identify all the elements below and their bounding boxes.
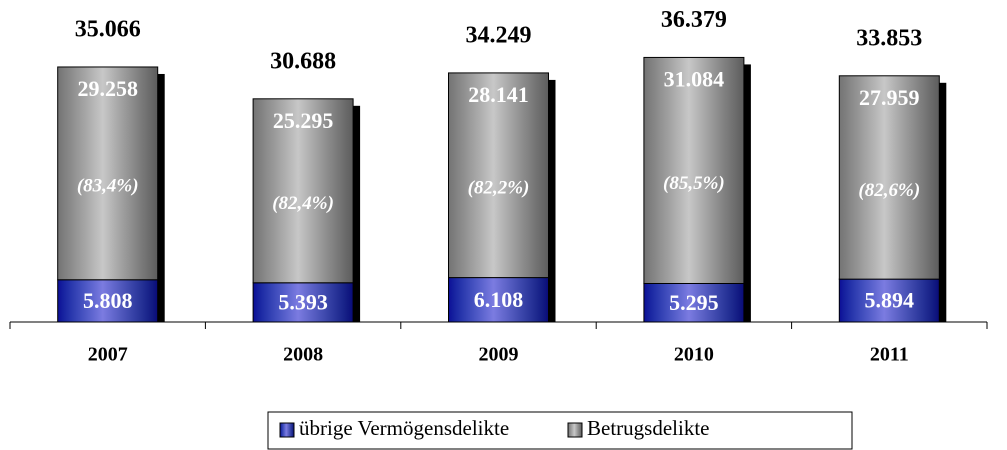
- x-tick-label: 2008: [283, 344, 323, 366]
- share-label: (82,4%): [272, 193, 334, 214]
- value-label: 5.894: [865, 288, 915, 313]
- value-label: 25.295: [273, 108, 334, 133]
- x-tick-label: 2010: [674, 344, 714, 366]
- value-label: 5.393: [278, 289, 328, 314]
- bar-segment: [643, 282, 745, 323]
- share-label: (83,4%): [77, 176, 139, 197]
- total-label: 36.379: [661, 7, 727, 33]
- total-label: 33.853: [856, 25, 922, 51]
- x-tick-label: 2007: [88, 344, 128, 366]
- bar-segment: [643, 56, 745, 284]
- total-label: 34.249: [466, 22, 532, 48]
- legend-label: Betrugsdelikte: [587, 416, 709, 440]
- value-label: 29.258: [77, 76, 138, 101]
- bar-segment: [57, 66, 159, 281]
- value-label: 31.084: [664, 66, 725, 91]
- value-label: 28.141: [468, 82, 529, 107]
- total-label: 30.688: [270, 48, 336, 74]
- legend-swatch: [279, 422, 295, 438]
- legend-label: übrige Vermögensdelikte: [299, 416, 509, 440]
- legend-swatch: [567, 422, 583, 438]
- bar-segment: [252, 98, 354, 284]
- value-label: 27.959: [859, 85, 920, 110]
- bar-segment: [448, 72, 549, 279]
- value-label: 5.295: [669, 290, 719, 315]
- share-label: (82,6%): [858, 180, 920, 201]
- bar-segment: [448, 277, 549, 323]
- value-label: 5.808: [83, 288, 133, 313]
- bar-segment: [838, 75, 940, 280]
- share-label: (85,5%): [663, 173, 725, 194]
- share-label: (82,2%): [468, 178, 530, 199]
- x-tick-label: 2011: [870, 344, 909, 366]
- bar-segment: [838, 278, 940, 323]
- legend-box: [267, 411, 853, 450]
- total-label: 35.066: [75, 16, 141, 42]
- value-label: 6.108: [474, 287, 524, 312]
- x-tick-label: 2009: [479, 344, 519, 366]
